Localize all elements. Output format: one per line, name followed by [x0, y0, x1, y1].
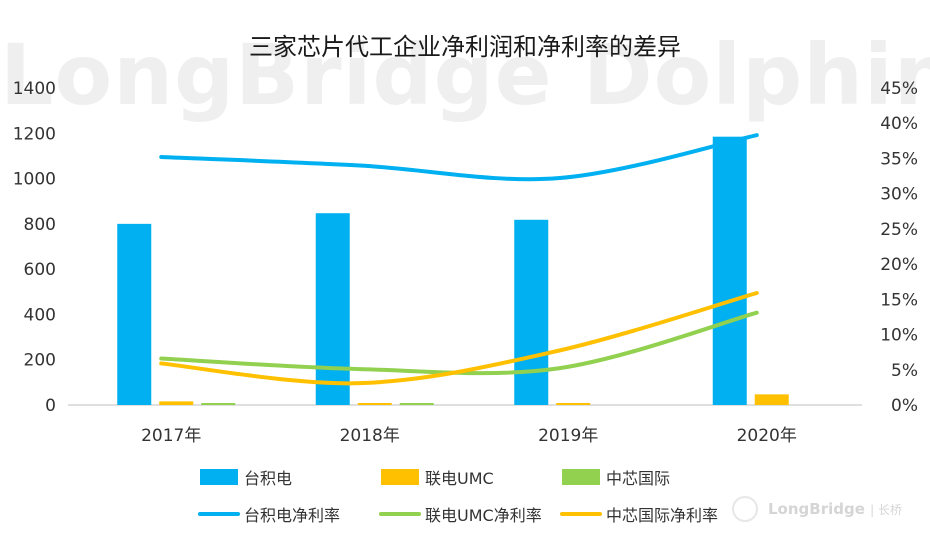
bar-umc	[556, 402, 591, 405]
bar-tsmc	[117, 223, 152, 405]
y-right-tick-label: 15%	[880, 290, 918, 310]
y-left-tick-label: 0	[45, 396, 56, 416]
legend-label: 联电UMC净利率	[425, 506, 542, 525]
bar-smic	[399, 403, 434, 405]
y-left-tick-label: 800	[24, 215, 56, 235]
bar-umc	[357, 403, 392, 405]
bar-tsmc	[712, 136, 747, 406]
x-tick-label: 2019年	[538, 426, 598, 446]
brand-name: LongBridge	[768, 500, 865, 518]
legend-swatch-bar	[200, 469, 238, 485]
brand-suffix: 长桥	[878, 503, 903, 517]
bar-umc	[754, 394, 789, 405]
watermark-text: LongBridge Dolphin | 长桥海豚投研	[0, 26, 930, 124]
bar-smic	[201, 403, 236, 405]
bar-umc	[159, 401, 194, 405]
y-left-tick-label: 600	[24, 260, 56, 280]
chart-title: 三家芯片代工企业净利润和净利率的差异	[249, 33, 681, 61]
x-tick-label: 2017年	[141, 426, 201, 446]
line-tsmc-net-margin	[159, 133, 759, 182]
y-right-tick-label: 20%	[880, 255, 918, 275]
y-left-tick-label: 400	[24, 305, 56, 325]
legend-swatch-bar	[562, 469, 600, 485]
y-left-tick-label: 1200	[13, 124, 56, 144]
bar-tsmc	[315, 213, 350, 405]
y-right-tick-label: 5%	[891, 361, 918, 381]
line-smic-net-margin	[159, 290, 759, 386]
y-right-tick-label: 35%	[880, 149, 918, 169]
y-right-tick-label: 0%	[891, 396, 918, 416]
y-left-tick-label: 1400	[13, 79, 56, 99]
legend-label: 台积电	[244, 469, 292, 488]
y-right-tick-label: 45%	[880, 79, 918, 99]
x-tick-label: 2018年	[340, 426, 400, 446]
x-tick-label: 2020年	[737, 426, 797, 446]
brand-logo-icon	[732, 496, 758, 522]
legend-label: 台积电净利率	[244, 506, 340, 525]
legend-label: 中芯国际	[606, 469, 670, 488]
legend-label: 中芯国际净利率	[606, 506, 718, 525]
legend-swatch-bar	[381, 469, 419, 485]
y-right-tick-label: 40%	[880, 114, 918, 134]
brand-logo: LongBridge | 长桥	[732, 494, 922, 524]
bar-tsmc	[514, 219, 549, 405]
legend-label: 联电UMC	[425, 469, 494, 488]
y-right-tick-label: 10%	[880, 326, 918, 346]
y-left-tick-label: 200	[24, 351, 56, 371]
y-right-tick-label: 30%	[880, 185, 918, 205]
y-left-tick-label: 1000	[13, 170, 56, 190]
y-right-tick-label: 25%	[880, 220, 918, 240]
